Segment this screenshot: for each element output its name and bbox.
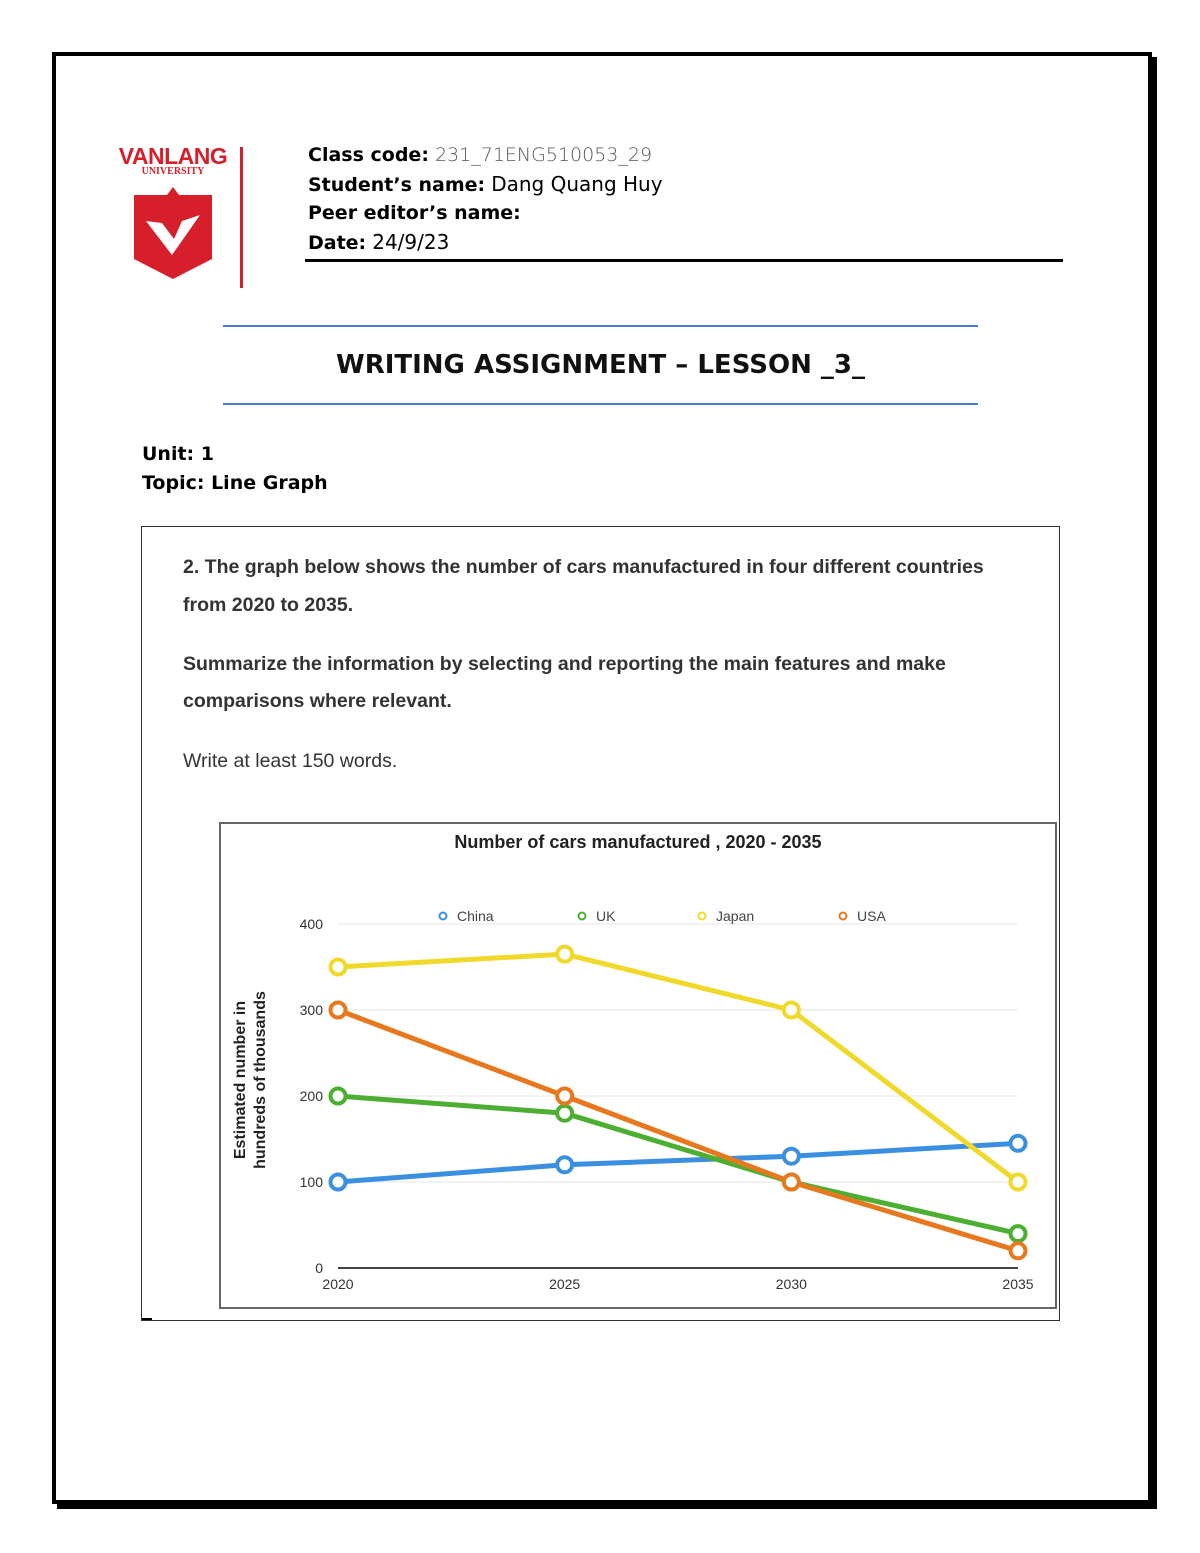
data-point-uk — [555, 1103, 575, 1123]
x-tick-label: 2020 — [322, 1276, 353, 1292]
logo-subtitle: UNIVERSITY — [141, 166, 205, 177]
shield-icon — [134, 187, 212, 279]
task-line-4: comparisons where relevant. — [183, 690, 452, 712]
y-tick-label: 200 — [300, 1088, 324, 1104]
task-line-3: Summarize the information by selecting a… — [183, 653, 946, 675]
x-tick-label: 2030 — [776, 1276, 807, 1292]
series-line-uk — [337, 1093, 1019, 1237]
task-line-5: Write at least 150 words. — [183, 750, 398, 772]
y-tick-label: 400 — [300, 916, 324, 932]
date: 24/9/23 — [372, 230, 450, 254]
data-point-china — [555, 1155, 575, 1175]
logo-name: VANLANG — [118, 143, 228, 169]
legend-marker-uk — [577, 911, 587, 921]
page-title: WRITING ASSIGNMENT – LESSON _3_ — [336, 350, 865, 380]
legend-label-china: China — [457, 908, 494, 924]
line-chart: Number of cars manufactured , 2020 - 203… — [232, 832, 1034, 1292]
date-label: Date: — [308, 232, 367, 254]
task-line-2: from 2020 to 2035. — [183, 594, 354, 616]
peer-editor-label: Peer editor’s name: — [308, 202, 521, 224]
legend-label-usa: USA — [857, 908, 886, 924]
data-point-japan — [1008, 1172, 1028, 1192]
data-point-usa — [328, 1000, 348, 1020]
series-line-china — [337, 1140, 1019, 1185]
data-point-japan — [781, 1000, 801, 1020]
student-label: Student’s name: — [308, 174, 486, 196]
unit: Unit: 1 — [142, 443, 214, 465]
title-rule-bottom — [223, 403, 978, 405]
chart-title: Number of cars manufactured , 2020 - 203… — [454, 832, 821, 852]
data-point-japan — [328, 957, 348, 977]
chart-frame: Number of cars manufactured , 2020 - 203… — [219, 822, 1057, 1309]
student-name: Dang Quang Huy — [491, 172, 663, 196]
y-tick-label: 100 — [300, 1174, 324, 1190]
y-axis-label-line1: Estimated number in — [232, 1001, 249, 1159]
data-point-usa — [781, 1172, 801, 1192]
data-point-china — [1008, 1133, 1028, 1153]
legend-label-japan: Japan — [716, 908, 754, 924]
legend-marker-china — [438, 911, 448, 921]
university-logo: VANLANG UNIVERSITY — [112, 143, 234, 286]
task-line-1: 2. The graph below shows the number of c… — [183, 556, 984, 578]
data-point-uk — [328, 1086, 348, 1106]
legend-marker-japan — [697, 911, 707, 921]
data-point-china — [328, 1172, 348, 1192]
x-tick-label: 2035 — [1002, 1276, 1033, 1292]
class-code: 231_71ENG510053_29 — [434, 144, 653, 166]
legend-label-uk: UK — [596, 908, 616, 924]
legend-marker-usa — [838, 911, 848, 921]
data-point-japan — [555, 944, 575, 964]
data-point-china — [781, 1146, 801, 1166]
class-code-label: Class code: — [308, 144, 429, 166]
logo-divider — [240, 147, 243, 288]
series-line-usa — [337, 1007, 1019, 1254]
y-tick-label: 0 — [315, 1260, 323, 1276]
x-tick-label: 2025 — [549, 1276, 580, 1292]
page-border — [52, 52, 1152, 1504]
series-line-japan — [337, 951, 1020, 1184]
topic: Topic: Line Graph — [142, 472, 328, 494]
header-info: Class code: 231_71ENG510053_29 Student’s… — [308, 141, 663, 257]
title-rule-top — [223, 325, 978, 327]
data-point-usa — [1008, 1241, 1028, 1261]
header-underline — [305, 259, 1063, 262]
stray-mark — [142, 1318, 152, 1320]
task-box: 2. The graph below shows the number of c… — [141, 526, 1060, 1321]
y-tick-label: 300 — [300, 1002, 324, 1018]
data-point-uk — [1008, 1224, 1028, 1244]
y-axis-label-line2: hundreds of thousands — [252, 991, 269, 1169]
data-point-usa — [555, 1086, 575, 1106]
